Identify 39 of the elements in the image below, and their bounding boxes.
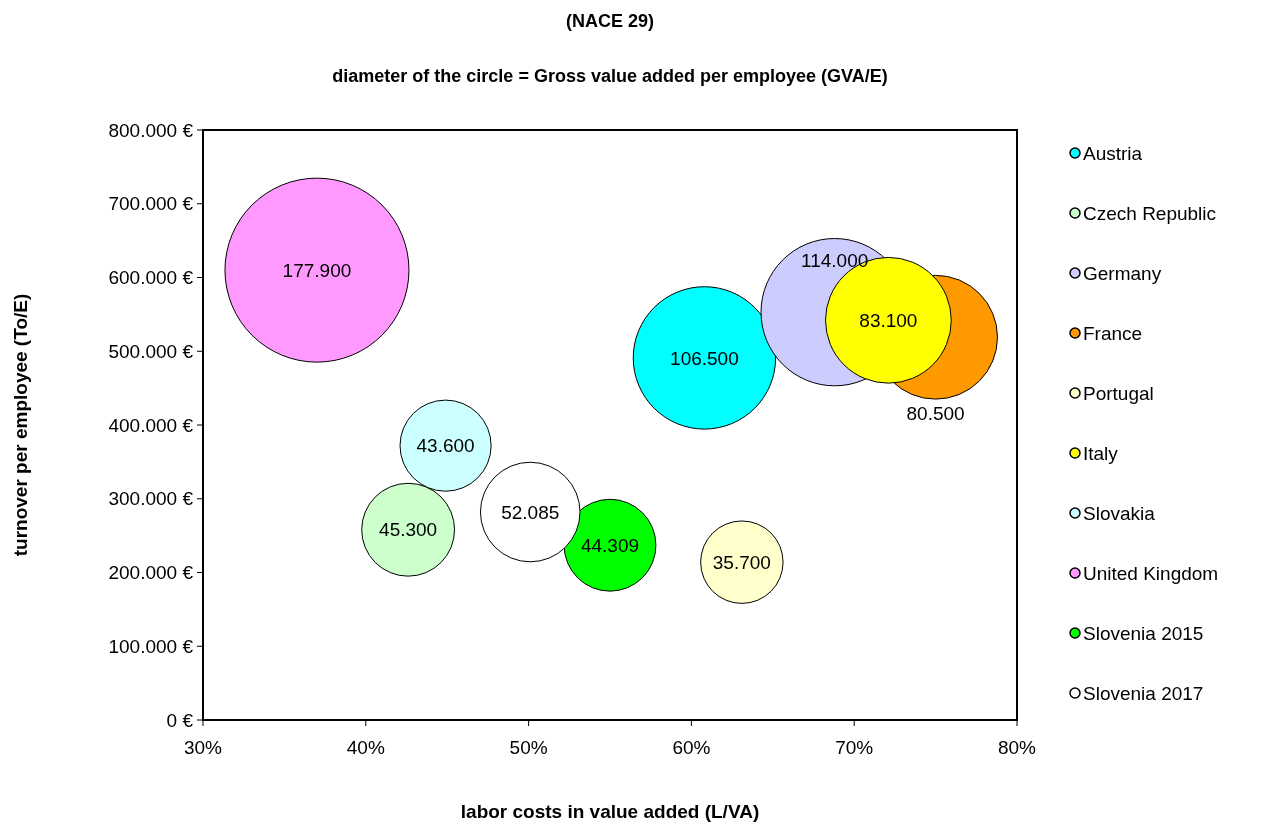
x-tick-label: 60% xyxy=(672,737,711,758)
data-label: 114.000 xyxy=(801,250,869,272)
data-label: 35.700 xyxy=(712,551,771,573)
x-tick-label: 70% xyxy=(835,737,874,758)
x-tick-label: 40% xyxy=(346,737,385,758)
legend-label: Austria xyxy=(1083,142,1143,164)
chart-title: (NACE 29) xyxy=(565,11,655,31)
x-axis-title: labor costs in value added (L/VA) xyxy=(460,801,760,822)
legend-label: United Kingdom xyxy=(1083,562,1219,584)
y-tick-label: 400.000 € xyxy=(108,414,194,436)
x-tick-label: 30% xyxy=(183,737,223,758)
legend-label: Slovenia 2015 xyxy=(1083,622,1204,644)
data-label: 44.309 xyxy=(580,534,640,556)
legend-label: Slovenia 2017 xyxy=(1083,682,1204,704)
data-label: 83.100 xyxy=(859,309,918,331)
data-label: 45.300 xyxy=(379,519,438,541)
legend-label: Italy xyxy=(1083,442,1119,464)
x-tick-label: 50% xyxy=(509,737,548,758)
y-tick-label: 500.000 € xyxy=(108,340,194,362)
chart-subtitle: diameter of the circle = Gross value added per employee (GVA/E) xyxy=(332,66,888,86)
data-label: 80.500 xyxy=(906,402,965,424)
y-tick-label: 700.000 € xyxy=(108,193,194,215)
data-label: 106.500 xyxy=(670,347,739,369)
legend-label: Slovakia xyxy=(1083,502,1156,524)
legend-label: Germany xyxy=(1083,262,1162,284)
legend-label: France xyxy=(1083,322,1143,344)
y-tick-label: 200.000 € xyxy=(108,562,194,584)
y-tick-label: 600.000 € xyxy=(108,267,194,289)
legend-label: Czech Republic xyxy=(1083,202,1217,224)
y-tick-label: 100.000 € xyxy=(108,635,194,657)
y-tick-label: 800.000 € xyxy=(108,119,194,141)
x-tick-label: 80% xyxy=(997,737,1037,758)
y-tick-label: 300.000 € xyxy=(108,488,194,510)
data-label: 52.085 xyxy=(501,501,560,523)
data-label: 177.900 xyxy=(282,259,352,281)
data-label: 43.600 xyxy=(416,435,475,457)
legend-label: Portugal xyxy=(1083,382,1154,404)
y-tick-label: 0 € xyxy=(166,709,194,731)
y-axis-title: turnover per employee (To/E) xyxy=(10,293,31,557)
